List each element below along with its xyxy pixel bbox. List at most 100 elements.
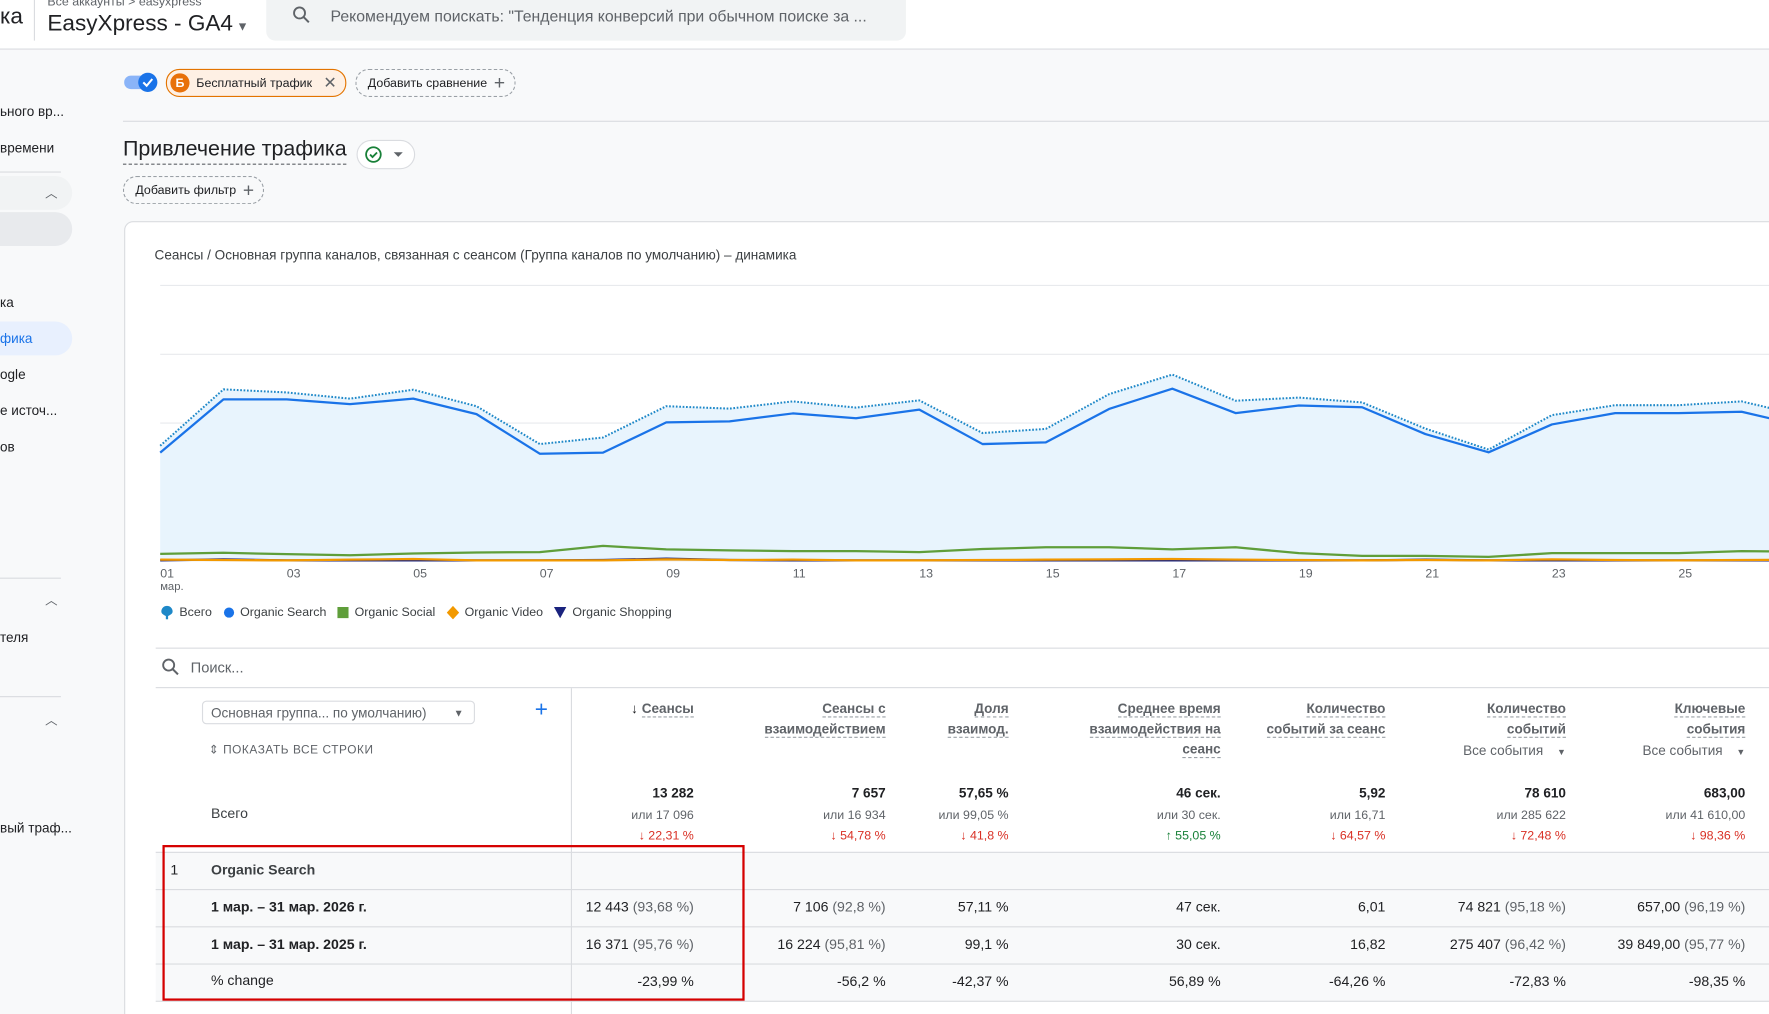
column-header[interactable]: Доля взаимод. xyxy=(896,698,1009,739)
sidebar-item[interactable]: ов xyxy=(0,438,15,455)
cell-value: 7 106 xyxy=(793,899,829,915)
column-header-label: Среднее время xyxy=(1117,700,1221,718)
column-header-label: Ключевые xyxy=(1674,700,1746,718)
table-cell: -64,26 % xyxy=(1182,974,1385,990)
legend-label: Organic Search xyxy=(240,605,327,619)
sidebar-item-active[interactable]: фика xyxy=(0,321,73,356)
legend-item-organic-video[interactable]: Organic Video xyxy=(446,605,543,619)
plus-icon: + xyxy=(242,178,255,201)
total-change: ↓ 54,78 % xyxy=(830,829,886,843)
total-cell: 13 282 или 17 096 ↓ 22,31 % xyxy=(570,783,694,847)
cell-share: (92,8 %) xyxy=(828,899,886,915)
cell-value: 39 849,00 xyxy=(1617,936,1681,953)
breadcrumb[interactable]: Все аккаунты > easyxpress xyxy=(47,0,202,10)
total-change: ↓ 64,57 % xyxy=(1330,829,1386,843)
comparison-toggle[interactable] xyxy=(124,72,158,92)
column-header[interactable]: Количество событий за сеанс xyxy=(1227,698,1386,739)
table-cell: -98,35 % xyxy=(1531,974,1745,990)
cell-value: 74 821 xyxy=(1457,899,1501,915)
table-row[interactable] xyxy=(155,963,1769,1002)
sidebar-item[interactable]: ка xyxy=(0,294,14,311)
total-change: ↓ 22,31 % xyxy=(638,829,694,843)
row-label: 1 мар. – 31 мар. 2025 г. xyxy=(210,936,367,953)
table-row[interactable] xyxy=(155,926,1769,965)
sidebar-selected-section[interactable] xyxy=(0,212,73,246)
cell-value: -64,26 % xyxy=(1328,973,1386,990)
property-selector[interactable]: EasyXpress - GA4 ▼ xyxy=(47,11,248,37)
table-search-input[interactable]: Поиск... xyxy=(160,657,611,680)
total-compare-value: или 17 096 xyxy=(631,808,694,822)
table-row[interactable] xyxy=(155,889,1769,928)
page-title[interactable]: Привлечение трафика xyxy=(122,138,347,165)
global-search[interactable]: Рекомендуем поискать: "Тенденция конверс… xyxy=(266,0,906,41)
legend-item-organic-search[interactable]: Organic Search xyxy=(223,605,326,619)
sidebar-item[interactable]: вый траф... xyxy=(0,820,72,836)
event-selector-value: Все события xyxy=(1642,742,1723,759)
cell-share: (95,18 %) xyxy=(1500,899,1566,915)
column-header-label: событий за сеанс xyxy=(1266,720,1386,738)
comparison-chip[interactable]: Б Бесплатный трафик ✕ xyxy=(165,68,347,98)
column-header[interactable]: Среднее время взаимодействия на сеанс xyxy=(1018,698,1221,759)
table-cell: -56,2 % xyxy=(649,974,886,990)
pin-icon xyxy=(161,605,173,620)
column-header[interactable]: Ключевые события xyxy=(1576,698,1746,739)
sidebar-item[interactable]: времени xyxy=(0,139,55,156)
show-all-rows-label: ПОКАЗАТЬ ВСЕ СТРОКИ xyxy=(223,743,374,758)
caret-down-icon: ▼ xyxy=(1554,746,1566,758)
event-selector[interactable]: Все события ▼ xyxy=(1576,742,1745,758)
column-header-label: Сеансы xyxy=(641,700,694,718)
table-cell: 57,11 % xyxy=(851,899,1009,915)
plus-icon: + xyxy=(493,71,506,94)
add-comparison-button[interactable]: Добавить сравнение + xyxy=(355,68,516,98)
cell-share: (96,19 %) xyxy=(1680,899,1746,915)
table-cell: 7 106 (92,8 %) xyxy=(649,899,886,915)
table-row-group[interactable] xyxy=(155,851,1769,891)
row-group-name[interactable]: Organic Search xyxy=(210,861,316,878)
caret-down-icon: ▼ xyxy=(453,707,464,719)
cell-value: 99,1 % xyxy=(964,936,1009,953)
dimension-select[interactable]: Основная группа... по умолчанию) ▼ xyxy=(201,700,475,725)
sidebar-section-header[interactable]: ︿ xyxy=(0,175,73,210)
cell-value: 56,89 % xyxy=(1168,973,1221,990)
close-icon[interactable]: ✕ xyxy=(323,73,337,92)
column-header-label: Сеансы с xyxy=(822,700,886,718)
table-cell: 39 849,00 (95,77 %) xyxy=(1531,936,1746,953)
cell-share: (93,68 %) xyxy=(628,899,694,915)
column-header-label: Доля xyxy=(974,700,1009,718)
table-cell: 275 407 (96,42 %) xyxy=(1352,936,1566,952)
column-header-label: взаимод. xyxy=(947,720,1009,738)
table-cell: 47 сек. xyxy=(972,899,1221,915)
column-header[interactable]: Сеансы с взаимодействием xyxy=(694,698,886,739)
table-cell: 6,01 xyxy=(1182,899,1385,915)
sort-arrow-icon: ↓ xyxy=(631,700,642,717)
sidebar-item[interactable]: ьного вр... xyxy=(0,103,65,120)
chevron-up-icon[interactable]: ︿ xyxy=(45,714,58,728)
total-cell: 7 657 или 16 934 ↓ 54,78 % xyxy=(694,783,886,847)
column-header-label: Количество xyxy=(1306,700,1386,718)
legend-item-total[interactable]: Всего xyxy=(160,605,212,620)
segment-badge: Б xyxy=(170,73,190,93)
legend-label: Organic Social xyxy=(354,605,436,619)
sidebar-item[interactable]: теля xyxy=(0,629,29,646)
report-status-button[interactable] xyxy=(356,139,416,170)
table-cell: 16 371 (95,76 %) xyxy=(525,936,694,952)
legend-label: Organic Shopping xyxy=(572,605,672,619)
divider xyxy=(122,120,1769,122)
sidebar-item[interactable]: ogle xyxy=(0,366,26,383)
legend-item-organic-shopping[interactable]: Organic Shopping xyxy=(554,605,672,619)
cell-value: 16 371 xyxy=(585,936,629,953)
show-all-rows-button[interactable]: ⇕ ПОКАЗАТЬ ВСЕ СТРОКИ xyxy=(209,743,374,757)
column-header[interactable]: Количество событий xyxy=(1397,698,1566,739)
cell-value: -98,35 % xyxy=(1688,973,1746,990)
column-header[interactable]: ↓ Сеансы xyxy=(570,698,694,718)
add-dimension-button[interactable]: + xyxy=(534,697,548,723)
column-divider xyxy=(570,688,572,1014)
property-name: EasyXpress - GA4 xyxy=(47,11,233,37)
total-value: 7 657 xyxy=(851,785,886,802)
chevron-up-icon[interactable]: ︿ xyxy=(45,594,58,609)
legend-item-organic-social[interactable]: Organic Social xyxy=(337,605,436,619)
add-filter-button[interactable]: Добавить фильтр + xyxy=(122,175,265,205)
event-selector[interactable]: Все события ▼ xyxy=(1397,742,1566,758)
column-header-label: взаимодействия на xyxy=(1089,720,1221,738)
sidebar-item[interactable]: е источ... xyxy=(0,402,58,419)
